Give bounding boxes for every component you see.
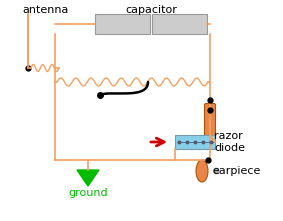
Text: capacitor: capacitor xyxy=(125,5,177,15)
Bar xyxy=(175,135,215,149)
Text: ground: ground xyxy=(68,188,108,198)
FancyBboxPatch shape xyxy=(205,103,215,137)
Text: earpiece: earpiece xyxy=(212,166,260,176)
Bar xyxy=(95,14,150,34)
Bar xyxy=(152,14,207,34)
Ellipse shape xyxy=(196,160,208,182)
Polygon shape xyxy=(77,170,99,186)
Text: antenna: antenna xyxy=(22,5,68,15)
Ellipse shape xyxy=(213,168,218,174)
Text: razor
diode: razor diode xyxy=(214,131,245,153)
